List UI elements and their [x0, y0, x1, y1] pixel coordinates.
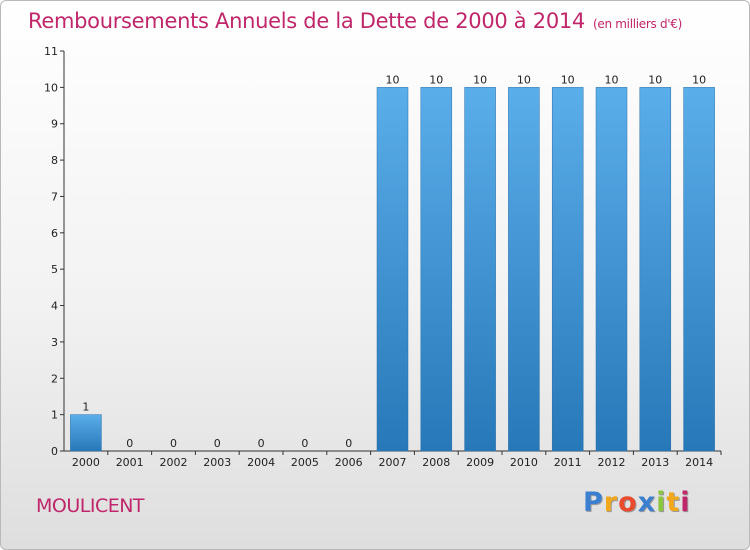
y-tick-label: 2 [51, 372, 58, 385]
value-label-2011: 10 [561, 73, 575, 86]
y-tick-label: 11 [44, 45, 58, 58]
bar-2007 [376, 87, 409, 452]
bar-2000 [70, 414, 102, 452]
value-label-2008: 10 [429, 73, 443, 86]
value-label-2012: 10 [605, 73, 619, 86]
value-label-2000: 1 [82, 401, 89, 414]
x-tick-label: 2005 [291, 456, 319, 469]
chart-title: Remboursements Annuels de la Dette de 20… [28, 9, 682, 33]
x-tick-label: 2006 [335, 456, 363, 469]
bar-2010 [508, 87, 540, 452]
value-label-2001: 0 [126, 437, 133, 450]
bar-2013 [639, 87, 672, 452]
x-tick-label: 2013 [641, 456, 669, 469]
y-tick-label: 7 [51, 190, 58, 203]
y-tick-label: 1 [51, 409, 58, 422]
x-tick-label: 2012 [598, 456, 626, 469]
x-tick-label: 2003 [203, 456, 231, 469]
logo-letter: o [618, 487, 638, 518]
y-tick-label: 4 [51, 300, 58, 313]
y-tick-label: 10 [44, 81, 58, 94]
y-tick-label: 5 [51, 263, 58, 276]
bar-2014 [683, 87, 715, 452]
y-tick-label: 6 [51, 227, 58, 240]
value-label-2010: 10 [517, 73, 531, 86]
logo-letter: t [666, 487, 681, 518]
x-tick-label: 2011 [554, 456, 582, 469]
bar-2012 [595, 87, 628, 452]
y-tick-label: 9 [51, 118, 58, 131]
value-label-2002: 0 [170, 437, 177, 450]
chart-subtitle: (en milliers d'€) [593, 17, 683, 31]
value-label-2007: 10 [386, 73, 400, 86]
value-label-2009: 10 [473, 73, 487, 86]
value-labels: 10 0 0 0 0 010 10 10 10 10 10 10 10 [82, 73, 706, 450]
value-label-2013: 10 [648, 73, 662, 86]
y-tick-label: 3 [51, 336, 58, 349]
x-tick-label: 2008 [422, 456, 450, 469]
logo-letter: i [680, 487, 691, 518]
x-tick-label: 2010 [510, 456, 538, 469]
x-tick-label: 2007 [379, 456, 407, 469]
x-tick-label: 2000 [72, 456, 100, 469]
bar-2009 [464, 87, 496, 452]
value-label-2005: 0 [301, 437, 308, 450]
value-label-2003: 0 [214, 437, 221, 450]
y-axis: 0 1 2 3 4 5 6 7 8 9 10 11 [44, 45, 65, 458]
bar-2008 [420, 87, 453, 452]
bars [70, 87, 715, 452]
x-tick-label: 2004 [247, 456, 275, 469]
chart-title-text: Remboursements Annuels de la Dette de 20… [28, 9, 585, 33]
x-tick-label: 2014 [685, 456, 713, 469]
y-tick-label: 8 [51, 154, 58, 167]
value-label-2004: 0 [258, 437, 265, 450]
value-label-2014: 10 [692, 73, 706, 86]
x-tick-label: 2002 [160, 456, 188, 469]
proxiti-logo: Proxiti [583, 487, 691, 518]
bar-2011 [551, 87, 584, 452]
place-name: MOULICENT [36, 495, 145, 517]
logo-letter: r [603, 487, 619, 518]
logo-letter: i [656, 487, 667, 518]
x-axis: 2000 2001 2002 2003 2004 2005 2006 2007 2008 2009… [64, 450, 722, 469]
value-label-2006: 0 [345, 437, 352, 450]
logo-letter: P [583, 487, 604, 518]
logo-letter: x [637, 487, 657, 518]
x-tick-label: 2001 [116, 456, 144, 469]
y-tick-label: 0 [51, 445, 58, 458]
x-tick-label: 2009 [466, 456, 494, 469]
